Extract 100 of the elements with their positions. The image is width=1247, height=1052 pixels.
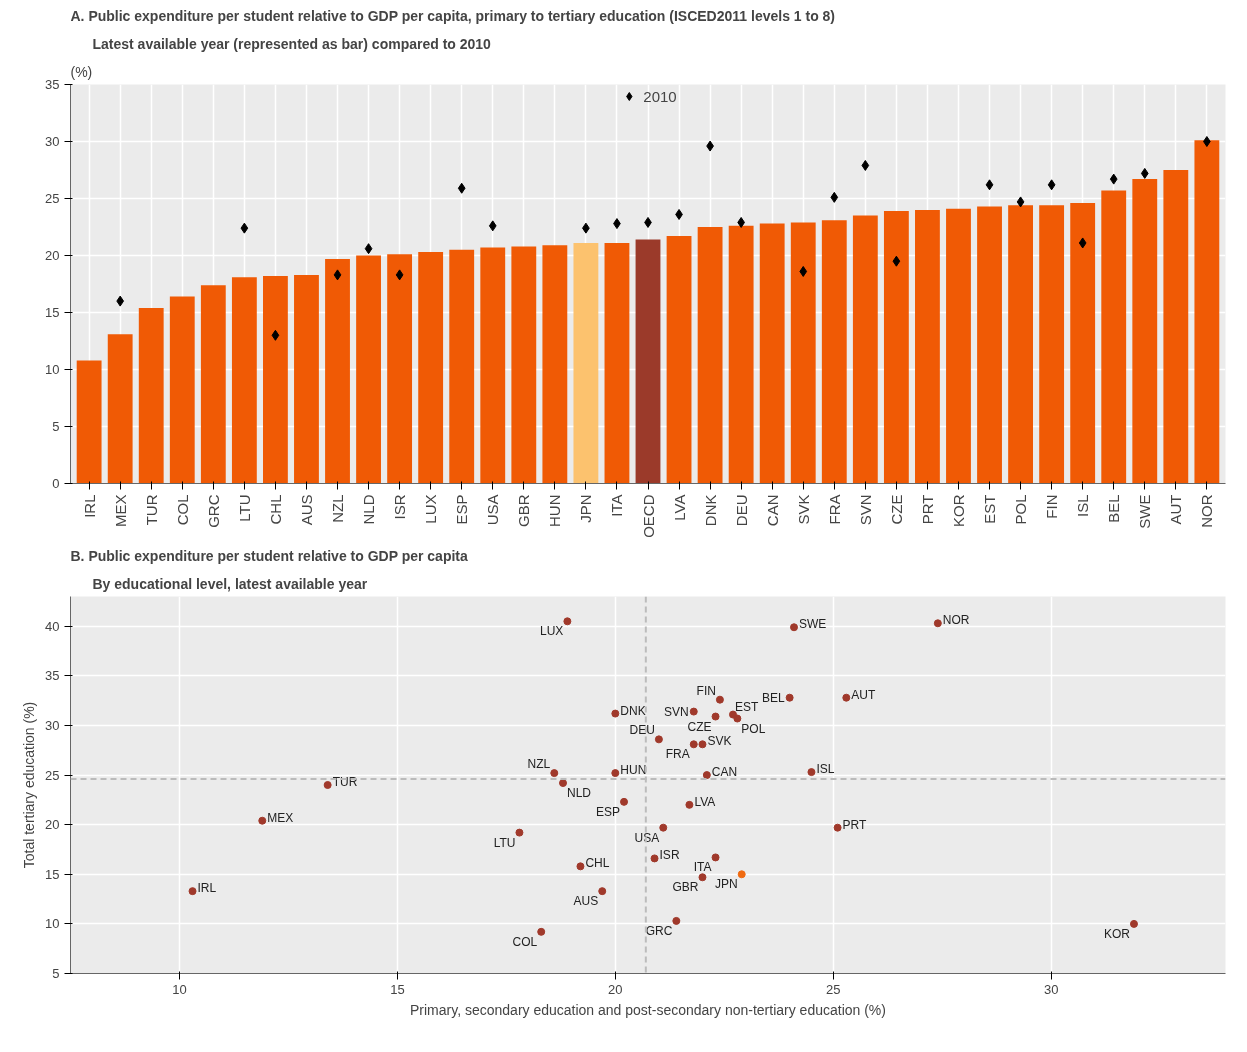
- chart-subtitle: By educational level, latest available year: [92, 575, 368, 592]
- bar: [200, 285, 226, 484]
- point: [985, 179, 994, 191]
- x-tick-label: 20: [608, 981, 623, 997]
- x-tick-label: HUN: [546, 494, 564, 527]
- x-tick-label: PRT: [918, 494, 936, 525]
- point: [576, 862, 585, 871]
- y-tick-label: 20: [45, 248, 60, 263]
- y-tick-label: 35: [45, 77, 60, 92]
- bar: [852, 215, 878, 484]
- x-tick-label: OECD: [639, 494, 657, 538]
- x-tick-label: LUX: [422, 494, 440, 524]
- annotation: ISL: [816, 762, 835, 777]
- point: [933, 619, 942, 628]
- x-tick-label: CAN: [763, 494, 781, 527]
- annotation: AUT: [851, 687, 876, 702]
- point: [258, 816, 267, 825]
- bar: [1039, 205, 1065, 484]
- x-tick-label: USA: [484, 494, 502, 526]
- x-tick-label: NLD: [360, 494, 378, 525]
- x-tick-label: ISR: [391, 494, 409, 520]
- y-tick-label: 25: [45, 767, 60, 783]
- annotation: LUX: [540, 624, 564, 639]
- point: [785, 693, 794, 702]
- annotation: NLD: [567, 786, 592, 801]
- y-tick-label: 30: [45, 134, 60, 149]
- point: [364, 243, 373, 255]
- x-tick-label: 25: [826, 981, 841, 997]
- bar: [915, 209, 940, 484]
- point: [611, 709, 620, 718]
- bar: [946, 208, 971, 484]
- annotation: USA: [634, 830, 660, 845]
- point: [116, 295, 125, 307]
- x-tick-label: GBR: [515, 494, 533, 527]
- point: [240, 222, 249, 234]
- point: [188, 887, 197, 896]
- y-axis-title: (%): [70, 63, 93, 80]
- bar: [759, 223, 785, 484]
- bar: [1163, 170, 1189, 484]
- point: [1078, 237, 1087, 249]
- x-tick-label: ITA: [608, 494, 626, 517]
- bar: [573, 242, 599, 484]
- annotation: MEX: [267, 810, 294, 825]
- x-axis-title: Primary, secondary education and post-secondary non-tertiary education (%): [410, 1001, 886, 1018]
- y-tick-label: 25: [45, 191, 60, 206]
- point: [711, 853, 720, 862]
- y-tick-label: 5: [52, 419, 60, 434]
- point: [1047, 179, 1056, 191]
- point: [488, 220, 497, 232]
- annotation: ISR: [659, 848, 680, 863]
- point: [559, 779, 568, 788]
- x-tick-label: CZE: [887, 494, 905, 525]
- annotation: CHL: [585, 856, 610, 871]
- point: [689, 740, 698, 749]
- annotation: FIN: [696, 683, 716, 698]
- y-tick-label: 40: [45, 618, 60, 634]
- point: [702, 771, 711, 780]
- annotation: JPN: [715, 877, 738, 892]
- point: [807, 768, 816, 777]
- annotation: BEL: [761, 690, 785, 705]
- point: [861, 159, 870, 171]
- x-tick-label: BEL: [1105, 494, 1123, 523]
- bar: [263, 276, 288, 484]
- bar: [1070, 203, 1096, 484]
- point: [1016, 196, 1025, 208]
- y-tick-label: 20: [45, 817, 60, 833]
- x-tick-label: COL: [173, 494, 191, 526]
- annotation: CZE: [687, 719, 712, 734]
- bar: [977, 206, 1002, 484]
- chart-title: B. Public expenditure per student relative to GDP per capita: [70, 547, 468, 564]
- bar: [511, 246, 537, 484]
- x-tick-label: AUT: [1167, 494, 1185, 525]
- point: [799, 265, 808, 277]
- bar: [1132, 179, 1158, 484]
- x-tick-label: DNK: [701, 494, 719, 527]
- chart-subtitle: Latest available year (represented as bar) compared to 2010: [92, 35, 492, 52]
- point: [1109, 173, 1118, 185]
- x-tick-label: 10: [172, 981, 187, 997]
- bar: [1008, 205, 1033, 484]
- bar: [728, 225, 754, 484]
- bar: [449, 249, 475, 484]
- point: [550, 769, 559, 778]
- x-tick-label: 30: [1043, 981, 1059, 997]
- point: [728, 710, 737, 719]
- annotation: DEU: [629, 723, 655, 738]
- point: [1140, 167, 1149, 179]
- annotation: SVK: [707, 734, 732, 749]
- annotation: CAN: [711, 765, 738, 780]
- point: [672, 916, 681, 925]
- bar: [418, 252, 444, 484]
- x-tick-label: DEU: [732, 494, 750, 527]
- point: [698, 740, 707, 749]
- y-tick-label: 15: [45, 866, 60, 882]
- annotation: DNK: [620, 703, 646, 718]
- x-tick-label: SVK: [794, 494, 812, 525]
- annotation: LTU: [493, 835, 516, 850]
- x-tick-label: EST: [981, 494, 999, 524]
- x-tick-label: IRL: [80, 494, 98, 518]
- y-tick-label: 35: [45, 668, 60, 684]
- point: [598, 887, 607, 896]
